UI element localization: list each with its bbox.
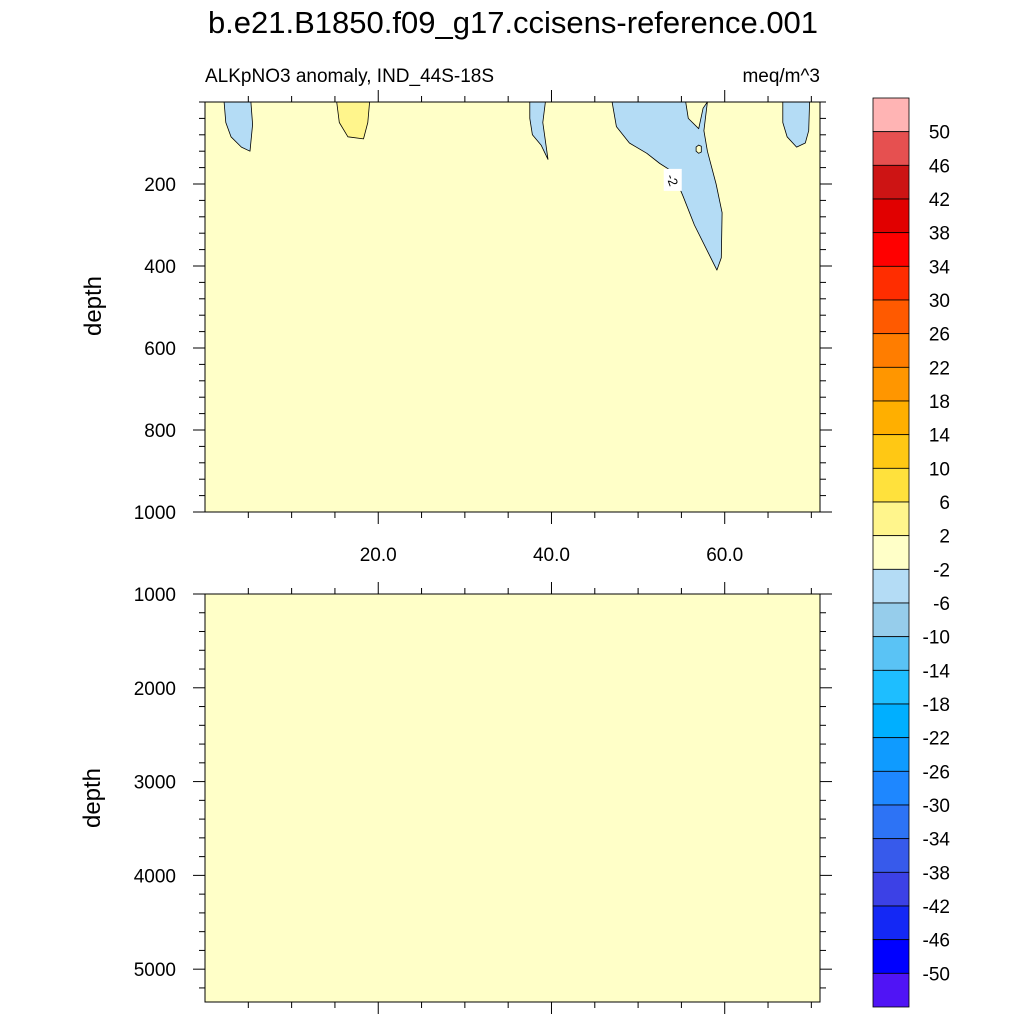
colorbar-level-label-3: 42 — [929, 190, 950, 211]
colorbar-level-label-8: 22 — [929, 358, 950, 379]
colorbar-swatch-24 — [872, 871, 910, 907]
colorbar-swatch-9 — [872, 366, 910, 402]
lower-plot-frame — [204, 593, 821, 1003]
colorbar-swatch-14 — [872, 535, 910, 570]
colorbar-swatch-4 — [872, 198, 910, 234]
colorbar-level-label-16: -10 — [923, 628, 950, 649]
colorbar-swatch-7 — [872, 299, 910, 335]
colorbar-swatch-3 — [872, 164, 910, 200]
upper-panel: -2 20.0 40.0 60.0 200 400 600 800 1000 — [134, 90, 832, 566]
colorbar-swatch-10 — [872, 400, 910, 436]
upper-contour-island-1 — [695, 144, 702, 154]
colorbar-swatch-25 — [872, 905, 910, 941]
colorbar-swatch-2 — [872, 131, 910, 166]
colorbar-level-label-5: 34 — [929, 257, 951, 278]
colorbar-level-label-12: 6 — [939, 493, 950, 514]
lower-y-tick-label-3: 3000 — [134, 773, 176, 794]
lower-y-tick-label-1: 1000 — [134, 585, 176, 606]
upper-contour-region-3 — [529, 102, 549, 160]
upper-contour-region-4 — [611, 102, 723, 271]
colorbar-swatch-20 — [872, 737, 910, 772]
lower-background-field — [205, 594, 820, 1002]
upper-y-tick-label-4: 800 — [144, 421, 176, 442]
upper-plot-frame — [204, 101, 821, 513]
colorbar-level-label-1: 50 — [929, 123, 950, 144]
upper-contour-label-1: -2 — [663, 172, 681, 188]
colorbar-swatch-19 — [872, 703, 910, 739]
colorbar-level-label-18: -18 — [923, 695, 950, 716]
upper-y-axis-label: depth — [80, 276, 107, 336]
colorbar-level-label-20: -26 — [923, 762, 950, 783]
colorbar-level-label-14: -2 — [933, 560, 950, 581]
colorbar-swatch-18 — [872, 669, 910, 705]
colorbar-level-label-25: -46 — [923, 931, 950, 952]
lower-y-tick-label-2: 2000 — [134, 679, 176, 700]
lower-y-tick-label-5: 5000 — [134, 960, 176, 981]
colorbar-level-label-19: -22 — [923, 729, 950, 750]
colorbar-swatch-17 — [872, 636, 910, 671]
colorbar-swatch-13 — [872, 501, 910, 537]
colorbar-swatch-12 — [872, 467, 910, 503]
colorbar-level-label-9: 18 — [929, 392, 950, 413]
colorbar-level-label-26: -50 — [923, 964, 950, 985]
upper-y-tick-label-3: 600 — [144, 339, 176, 360]
upper-y-tick-label-2: 400 — [144, 257, 176, 278]
colorbar-level-label-22: -34 — [923, 830, 951, 851]
colorbar-swatch-16 — [872, 602, 910, 638]
upper-contour-region-5 — [782, 102, 810, 148]
colorbar-level-label-24: -42 — [923, 897, 950, 918]
upper-x-tick-label-1: 20.0 — [360, 545, 397, 566]
colorbar-swatch-26 — [872, 939, 910, 974]
colorbar-level-label-10: 14 — [929, 426, 951, 447]
colorbar-level-label-13: 2 — [939, 527, 950, 548]
colorbar-level-label-21: -30 — [923, 796, 950, 817]
colorbar-level-label-2: 46 — [929, 156, 950, 177]
colorbar-level-label-11: 10 — [929, 459, 950, 480]
upper-x-tick-label-3: 60.0 — [706, 545, 743, 566]
lower-y-axis-label: depth — [79, 768, 106, 828]
lower-y-tick-label-4: 4000 — [134, 866, 176, 887]
colorbar-swatch-22 — [872, 804, 910, 840]
colorbar-level-label-7: 26 — [929, 325, 950, 346]
colorbar-swatch-21 — [872, 770, 910, 806]
upper-y-tick-label-1: 200 — [144, 175, 176, 196]
subtitle-right: meq/m^3 — [742, 66, 820, 87]
colorbar-level-label-17: -14 — [923, 661, 951, 682]
upper-x-tick-label-2: 40.0 — [533, 545, 570, 566]
upper-background-field — [205, 102, 820, 512]
colorbar-level-label-6: 30 — [929, 291, 950, 312]
colorbar-swatch-15 — [872, 568, 910, 604]
colorbar: 50 46 42 38 34 30 26 22 18 14 10 6 2 -2 -6 -10 -14 -18 -22… — [872, 97, 951, 1008]
colorbar-level-label-4: 38 — [929, 224, 950, 245]
upper-contour-label-box-1 — [663, 168, 682, 191]
figure-title: b.e21.B1850.f09_g17.ccisens-reference.00… — [208, 5, 818, 40]
colorbar-swatch-8 — [872, 333, 910, 368]
colorbar-swatch-5 — [872, 232, 910, 267]
colorbar-swatch-27 — [872, 972, 910, 1008]
upper-contour-region-1 — [223, 102, 254, 152]
colorbar-swatch-23 — [872, 838, 910, 873]
colorbar-swatch-11 — [872, 434, 910, 469]
upper-contour-region-2 — [336, 102, 371, 140]
upper-y-tick-label-5: 1000 — [134, 503, 176, 524]
colorbar-swatch-6 — [872, 265, 910, 301]
lower-panel: 1000 2000 3000 4000 5000 — [134, 582, 832, 1014]
colorbar-level-label-15: -6 — [933, 594, 950, 615]
subtitle-left: ALKpNO3 anomaly, IND_44S-18S — [205, 66, 494, 87]
colorbar-level-label-23: -38 — [923, 863, 950, 884]
colorbar-swatch-1 — [872, 97, 910, 133]
